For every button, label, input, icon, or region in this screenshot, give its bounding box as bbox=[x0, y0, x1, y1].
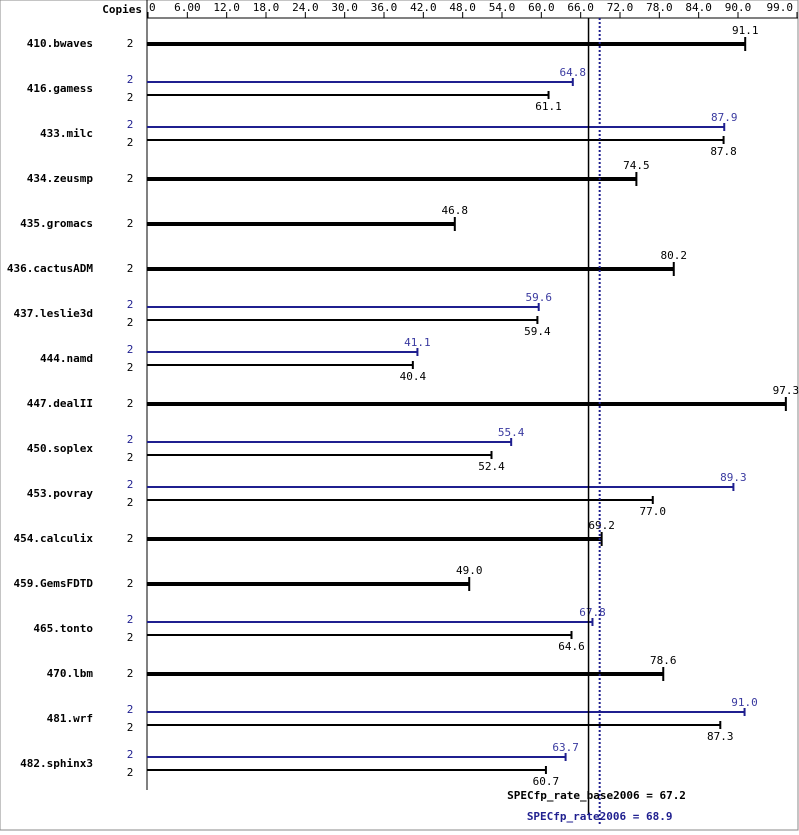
copies: 2 bbox=[127, 118, 134, 131]
copies: 2 bbox=[127, 703, 134, 716]
benchmark-label: 433.milc bbox=[40, 127, 93, 140]
value-label: 78.6 bbox=[650, 654, 677, 667]
x-tick-label: 24.0 bbox=[292, 1, 319, 14]
x-tick-label: 6.00 bbox=[174, 1, 201, 14]
value-label: 55.4 bbox=[498, 426, 525, 439]
benchmark-label: 410.bwaves bbox=[27, 37, 93, 50]
benchmark-label: 447.dealII bbox=[27, 397, 93, 410]
x-tick-label: 18.0 bbox=[253, 1, 280, 14]
copies: 2 bbox=[127, 613, 134, 626]
value-label: 97.3 bbox=[773, 384, 799, 397]
benchmark-label: 481.wrf bbox=[47, 712, 93, 725]
reference-label: SPECfp_rate_base2006 = 67.2 bbox=[507, 789, 686, 802]
value-label: 64.8 bbox=[560, 66, 587, 79]
copies: 2 bbox=[127, 532, 134, 545]
x-tick-label: 42.0 bbox=[410, 1, 437, 14]
benchmark-label: 435.gromacs bbox=[20, 217, 93, 230]
copies: 2 bbox=[127, 262, 134, 275]
value-label: 67.8 bbox=[579, 606, 606, 619]
value-label: 77.0 bbox=[640, 505, 667, 518]
benchmark-label: 482.sphinx3 bbox=[20, 757, 93, 770]
benchmark-label: 459.GemsFDTD bbox=[14, 577, 94, 590]
value-label: 40.4 bbox=[400, 370, 427, 383]
x-tick-label: 36.0 bbox=[371, 1, 398, 14]
value-label: 63.7 bbox=[552, 741, 579, 754]
benchmark-label: 436.cactusADM bbox=[7, 262, 93, 275]
benchmark-label: 416.gamess bbox=[27, 82, 93, 95]
benchmark-label: 465.tonto bbox=[33, 622, 93, 635]
copies: 2 bbox=[127, 73, 134, 86]
benchmark-label: 450.soplex bbox=[27, 442, 94, 455]
x-tick-label: 84.0 bbox=[685, 1, 712, 14]
value-label: 91.1 bbox=[732, 24, 759, 37]
x-tick-label: 48.0 bbox=[449, 1, 476, 14]
x-tick-label: 12.0 bbox=[213, 1, 240, 14]
copies: 2 bbox=[127, 136, 134, 149]
copies: 2 bbox=[127, 577, 134, 590]
copies: 2 bbox=[127, 316, 134, 329]
value-label: 60.7 bbox=[533, 775, 560, 788]
copies: 2 bbox=[127, 217, 134, 230]
benchmark-label: 434.zeusmp bbox=[27, 172, 94, 185]
copies: 2 bbox=[127, 172, 134, 185]
copies: 2 bbox=[127, 451, 134, 464]
copies: 2 bbox=[127, 298, 134, 311]
x-tick-label: 60.0 bbox=[528, 1, 555, 14]
value-label: 87.9 bbox=[711, 111, 738, 124]
value-label: 64.6 bbox=[558, 640, 585, 653]
value-label: 52.4 bbox=[478, 460, 505, 473]
copies: 2 bbox=[127, 433, 134, 446]
copies: 2 bbox=[127, 478, 134, 491]
copies: 2 bbox=[127, 91, 134, 104]
value-label: 46.8 bbox=[442, 204, 469, 217]
copies: 2 bbox=[127, 397, 134, 410]
value-label: 87.3 bbox=[707, 730, 734, 743]
copies: 2 bbox=[127, 343, 134, 356]
value-label: 89.3 bbox=[720, 471, 747, 484]
x-tick-label: 72.0 bbox=[607, 1, 634, 14]
value-label: 49.0 bbox=[456, 564, 483, 577]
copies: 2 bbox=[127, 667, 134, 680]
benchmark-label: 454.calculix bbox=[14, 532, 94, 545]
copies-header: Copies bbox=[102, 3, 142, 16]
copies: 2 bbox=[127, 496, 134, 509]
value-label: 59.6 bbox=[525, 291, 552, 304]
x-tick-label: 54.0 bbox=[489, 1, 516, 14]
copies: 2 bbox=[127, 721, 134, 734]
value-label: 80.2 bbox=[661, 249, 688, 262]
reference-label: SPECfp_rate2006 = 68.9 bbox=[527, 810, 673, 823]
copies: 2 bbox=[127, 37, 134, 50]
benchmark-label: 470.lbm bbox=[47, 667, 94, 680]
x-tick-label: 90.0 bbox=[725, 1, 752, 14]
benchmark-label: 444.namd bbox=[40, 352, 93, 365]
value-label: 74.5 bbox=[623, 159, 650, 172]
x-tick-label: 99.0 bbox=[767, 1, 794, 14]
copies: 2 bbox=[127, 766, 134, 779]
benchmark-label: 437.leslie3d bbox=[14, 307, 93, 320]
value-label: 61.1 bbox=[535, 100, 562, 113]
x-tick-label: 30.0 bbox=[331, 1, 358, 14]
value-label: 41.1 bbox=[404, 336, 431, 349]
value-label: 69.2 bbox=[588, 519, 615, 532]
value-label: 59.4 bbox=[524, 325, 551, 338]
x-tick-label: 66.0 bbox=[567, 1, 594, 14]
value-label: 91.0 bbox=[731, 696, 758, 709]
benchmark-label: 453.povray bbox=[27, 487, 94, 500]
copies: 2 bbox=[127, 631, 134, 644]
x-tick-label: 78.0 bbox=[646, 1, 673, 14]
value-label: 87.8 bbox=[710, 145, 737, 158]
copies: 2 bbox=[127, 748, 134, 761]
copies: 2 bbox=[127, 361, 134, 374]
x-tick-label: 0 bbox=[149, 1, 156, 14]
